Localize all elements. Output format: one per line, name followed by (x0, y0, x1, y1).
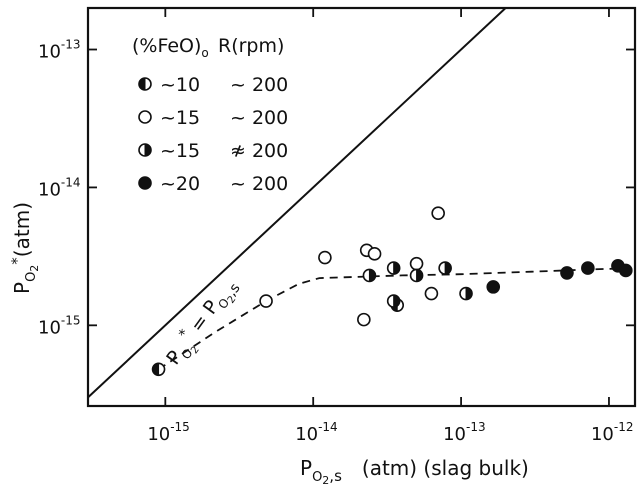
x-tick-labels: 10-15 10-14 10-13 10-12 (147, 420, 633, 445)
x-tick-label-2: 10-13 (443, 420, 486, 445)
data-point-open-6 (431, 206, 445, 221)
legend-marker-2 (138, 143, 152, 157)
data-point-open-7 (424, 286, 439, 301)
y-axis-title: PO2*(atm) (8, 202, 41, 294)
y-tick-label-2: 10-15 (38, 313, 81, 338)
legend-marker-3 (138, 176, 152, 190)
data-points (151, 206, 633, 377)
data-point-filled-4 (619, 263, 633, 278)
data-point-filled-0 (486, 280, 501, 294)
data-point-open-5 (409, 256, 424, 271)
legend-feo-1: ~15 (160, 107, 200, 129)
y-tick-label-1: 10-14 (38, 175, 81, 200)
legend-rpm-2: ≉ 200 (230, 140, 288, 162)
data-point-open-4 (357, 312, 371, 327)
data-point-filled-1 (560, 266, 574, 280)
data-point-open-1 (318, 250, 332, 265)
data-point-open-0 (259, 294, 273, 308)
legend-marker-0 (138, 77, 152, 91)
tick-marks (88, 8, 635, 406)
data-point-half-left-0 (151, 362, 166, 377)
x-tick-label-0: 10-15 (147, 420, 190, 445)
legend-rpm-0: ~ 200 (230, 74, 288, 96)
equality-line (88, 8, 507, 399)
legend-header-feo: (%FeO)o (132, 35, 209, 60)
legend-header-rpm: R(rpm) (218, 35, 284, 57)
data-point-filled-2 (581, 261, 595, 275)
equality-line-label: PO2* = PO2,s (160, 272, 245, 373)
data-point-half-right-1 (386, 294, 401, 308)
legend-marker-1 (138, 110, 152, 124)
data-point-half-right-5 (459, 286, 473, 301)
legend-feo-2: ~15 (160, 140, 200, 162)
x-tick-label-3: 10-12 (591, 420, 634, 445)
legend-rows: ~10 ~ 200 ~15 ~ 200 ~15 ≉ 200 ~20 ~ 200 (138, 74, 288, 195)
y-tick-labels: 10-13 10-14 10-15 (38, 38, 81, 339)
legend-feo-0: ~10 (160, 74, 200, 96)
x-axis-title: PO2,s (atm) (slag bulk) (300, 456, 529, 487)
data-point-half-right-0 (362, 268, 377, 283)
trend-curve (158, 267, 635, 371)
legend-rpm-1: ~ 200 (230, 107, 288, 129)
data-point-open-3 (367, 247, 382, 261)
data-point-half-right-2 (386, 261, 401, 275)
legend: (%FeO)o R(rpm) ~10 ~ 200~15 ~ 200~15 ≉ 200~… (132, 35, 288, 195)
y-tick-label-0: 10-13 (38, 38, 81, 63)
legend-rpm-3: ~ 200 (230, 173, 288, 195)
data-point-half-right-4 (438, 261, 452, 275)
legend-feo-3: ~20 (160, 173, 200, 195)
x-tick-label-1: 10-14 (295, 420, 338, 445)
data-point-half-right-3 (409, 268, 424, 283)
plot-frame (86, 6, 637, 408)
